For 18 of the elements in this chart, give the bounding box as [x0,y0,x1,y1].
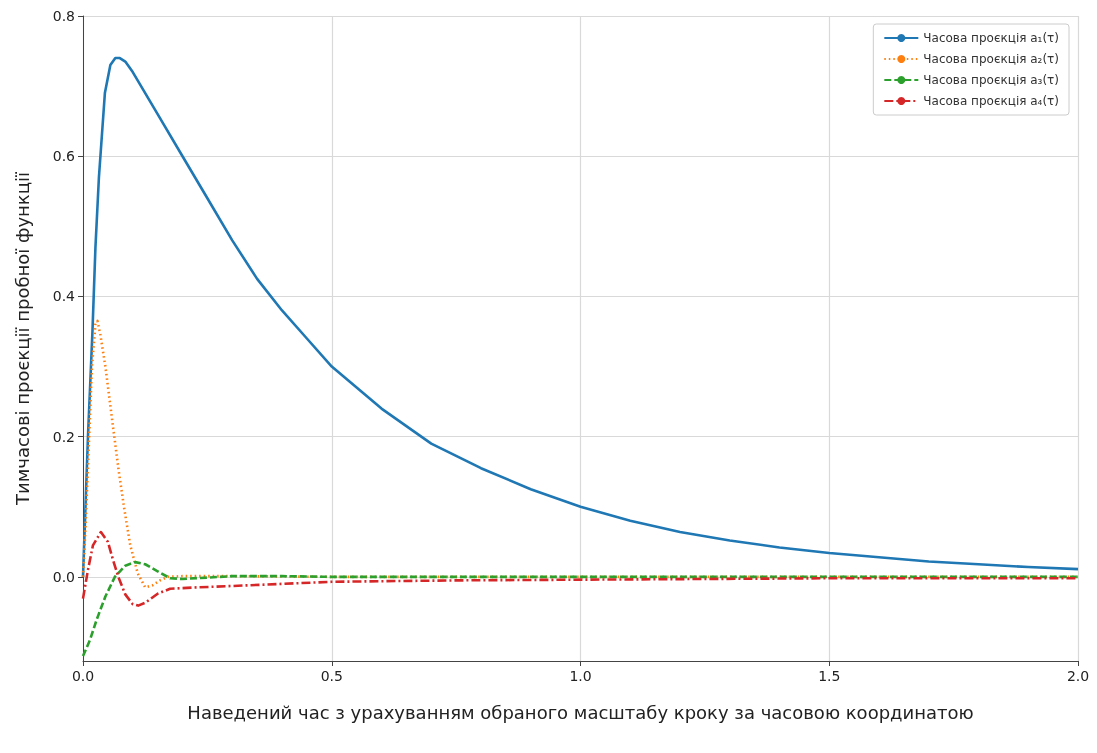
legend-label: Часова проєкція a₁(τ) [923,31,1059,45]
line-series [81,560,1080,658]
line-series [81,319,1080,589]
y-tick-label: 0.2 [52,428,75,445]
x-tick-label: 0.5 [320,668,343,684]
x-tick-label: 2.0 [1066,668,1090,684]
y-tick-label: 0.6 [52,148,76,165]
x-axis-title: Наведений час з урахуванням обраного масштабу кроку за часовою координатою [187,701,974,723]
y-tick-label: 0.0 [52,568,75,585]
legend-label: Часова проєкція a₂(τ) [923,52,1059,66]
y-axis-title: Тимчасові проєкції пробної функції [11,171,33,506]
y-tick-label: 0.4 [52,288,76,305]
legend-label: Часова проєкція a₃(τ) [923,73,1059,87]
legend-label: Часова проєкція a₄(τ) [923,94,1059,108]
x-tick-label: 1.5 [818,668,841,684]
x-tick-label: 1.0 [569,668,592,684]
y-tick-label: 0.8 [52,8,75,24]
x-tick-label: 0.0 [71,668,95,684]
